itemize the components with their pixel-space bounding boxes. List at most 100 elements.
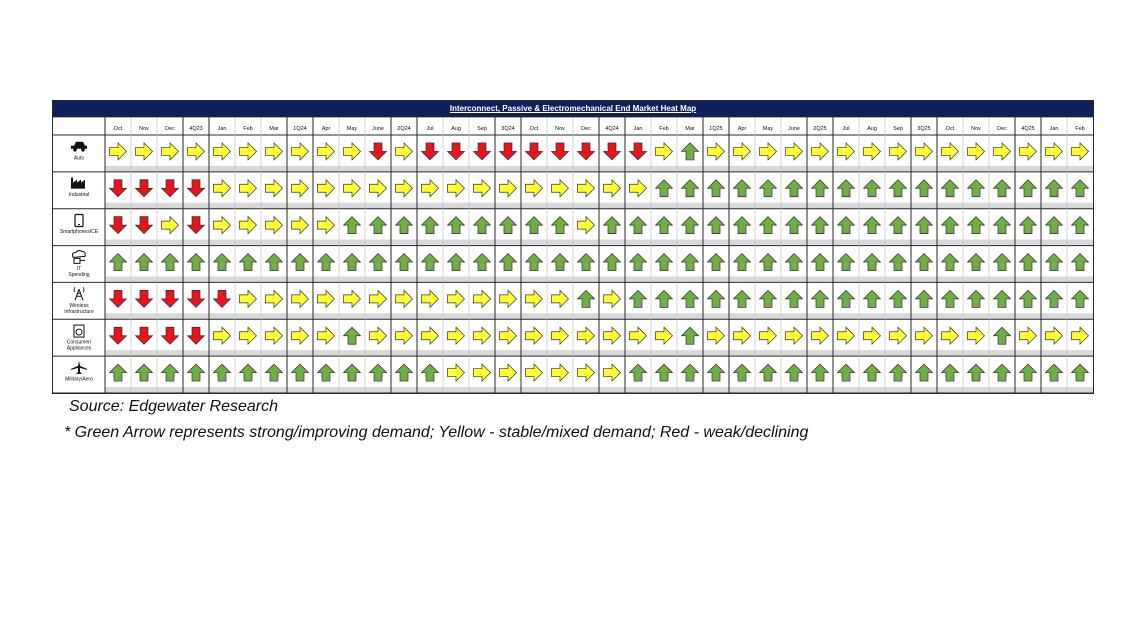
column-header: 4Q23 bbox=[189, 126, 202, 132]
yellow-right-arrow bbox=[213, 326, 231, 346]
column-header: Jan bbox=[634, 126, 643, 132]
green-up-arrow bbox=[680, 363, 700, 382]
green-up-arrow bbox=[836, 216, 856, 234]
green-up-arrow bbox=[680, 179, 700, 198]
yellow-right-arrow bbox=[473, 363, 491, 382]
yellow-right-arrow bbox=[421, 289, 439, 309]
green-up-arrow bbox=[1018, 179, 1038, 198]
yellow-right-arrow bbox=[239, 178, 257, 198]
green-up-arrow bbox=[810, 179, 830, 198]
yellow-right-arrow bbox=[1071, 142, 1089, 161]
yellow-right-arrow bbox=[291, 326, 309, 346]
yellow-right-arrow bbox=[473, 326, 491, 346]
green-up-arrow bbox=[524, 253, 544, 271]
yellow-right-arrow bbox=[499, 289, 517, 309]
column-header: Jul bbox=[426, 126, 433, 132]
airplane-icon bbox=[71, 360, 87, 374]
green-up-arrow bbox=[368, 363, 388, 382]
column-header: Sep bbox=[893, 126, 903, 132]
yellow-right-arrow bbox=[1019, 326, 1037, 346]
yellow-right-arrow bbox=[915, 326, 933, 346]
red-down-arrow bbox=[186, 326, 206, 345]
green-up-arrow bbox=[758, 289, 778, 308]
green-up-arrow bbox=[368, 253, 388, 271]
yellow-right-arrow bbox=[213, 215, 231, 235]
green-up-arrow bbox=[966, 363, 986, 382]
yellow-right-arrow bbox=[421, 178, 439, 198]
red-down-arrow bbox=[550, 142, 570, 161]
red-down-arrow bbox=[108, 179, 128, 198]
green-up-arrow bbox=[290, 363, 310, 382]
green-up-arrow bbox=[654, 253, 674, 271]
row-label: Industrial bbox=[69, 192, 89, 198]
yellow-right-arrow bbox=[811, 142, 829, 161]
yellow-right-arrow bbox=[213, 142, 231, 161]
yellow-right-arrow bbox=[1045, 326, 1063, 346]
column-header: Apr bbox=[322, 126, 331, 132]
row-label: IT bbox=[77, 266, 81, 272]
green-up-arrow bbox=[498, 253, 518, 271]
yellow-right-arrow bbox=[317, 326, 335, 346]
green-up-arrow bbox=[108, 253, 128, 271]
yellow-right-arrow bbox=[863, 142, 881, 161]
red-down-arrow bbox=[134, 216, 154, 235]
yellow-right-arrow bbox=[265, 326, 283, 346]
green-up-arrow bbox=[888, 253, 908, 271]
yellow-right-arrow bbox=[499, 326, 517, 346]
green-up-arrow bbox=[1018, 363, 1038, 382]
green-up-arrow bbox=[940, 216, 960, 234]
yellow-right-arrow bbox=[343, 289, 361, 309]
legend-note: * Green Arrow represents strong/improvin… bbox=[64, 424, 809, 441]
column-header: Apr bbox=[738, 126, 747, 132]
green-up-arrow bbox=[342, 216, 362, 234]
green-up-arrow bbox=[576, 289, 596, 308]
factory-icon bbox=[71, 177, 85, 189]
antenna-tower-icon bbox=[73, 287, 85, 301]
green-up-arrow bbox=[446, 216, 466, 234]
yellow-right-arrow bbox=[135, 142, 153, 161]
green-up-arrow bbox=[1070, 216, 1090, 234]
yellow-right-arrow bbox=[499, 363, 517, 382]
green-up-arrow bbox=[394, 253, 414, 271]
green-up-arrow bbox=[472, 253, 492, 271]
yellow-right-arrow bbox=[1045, 142, 1063, 161]
green-up-arrow bbox=[316, 363, 336, 382]
green-up-arrow bbox=[706, 289, 726, 308]
yellow-right-arrow bbox=[291, 142, 309, 161]
column-header: Feb bbox=[1075, 126, 1084, 132]
green-up-arrow bbox=[1070, 363, 1090, 382]
yellow-right-arrow bbox=[759, 326, 777, 346]
red-down-arrow bbox=[160, 290, 180, 308]
yellow-right-arrow bbox=[473, 178, 491, 198]
yellow-right-arrow bbox=[525, 363, 543, 382]
yellow-right-arrow bbox=[915, 142, 933, 161]
yellow-right-arrow bbox=[447, 289, 465, 309]
green-up-arrow bbox=[602, 216, 622, 234]
green-up-arrow bbox=[862, 253, 882, 271]
yellow-right-arrow bbox=[291, 289, 309, 309]
green-up-arrow bbox=[628, 289, 648, 308]
red-down-arrow bbox=[160, 179, 180, 198]
green-up-arrow bbox=[966, 216, 986, 234]
yellow-right-arrow bbox=[447, 363, 465, 382]
smartphone-icon bbox=[74, 213, 84, 228]
column-header: Jul bbox=[842, 126, 849, 132]
chart-title: Interconnect, Passive & Electromechanica… bbox=[53, 101, 1093, 117]
green-up-arrow bbox=[732, 179, 752, 198]
green-up-arrow bbox=[576, 253, 596, 271]
column-header: Sep bbox=[477, 126, 487, 132]
green-up-arrow bbox=[836, 179, 856, 198]
green-up-arrow bbox=[706, 253, 726, 271]
red-down-arrow bbox=[368, 142, 388, 161]
yellow-right-arrow bbox=[1071, 326, 1089, 346]
yellow-right-arrow bbox=[889, 142, 907, 161]
column-header: May bbox=[763, 126, 774, 132]
green-up-arrow bbox=[810, 363, 830, 382]
green-up-arrow bbox=[940, 363, 960, 382]
cloud-server-icon bbox=[71, 250, 86, 264]
yellow-right-arrow bbox=[759, 142, 777, 161]
yellow-right-arrow bbox=[785, 142, 803, 161]
red-down-arrow bbox=[472, 142, 492, 161]
column-header: 3Q25 bbox=[917, 126, 930, 132]
column-header: Mar bbox=[685, 126, 695, 132]
